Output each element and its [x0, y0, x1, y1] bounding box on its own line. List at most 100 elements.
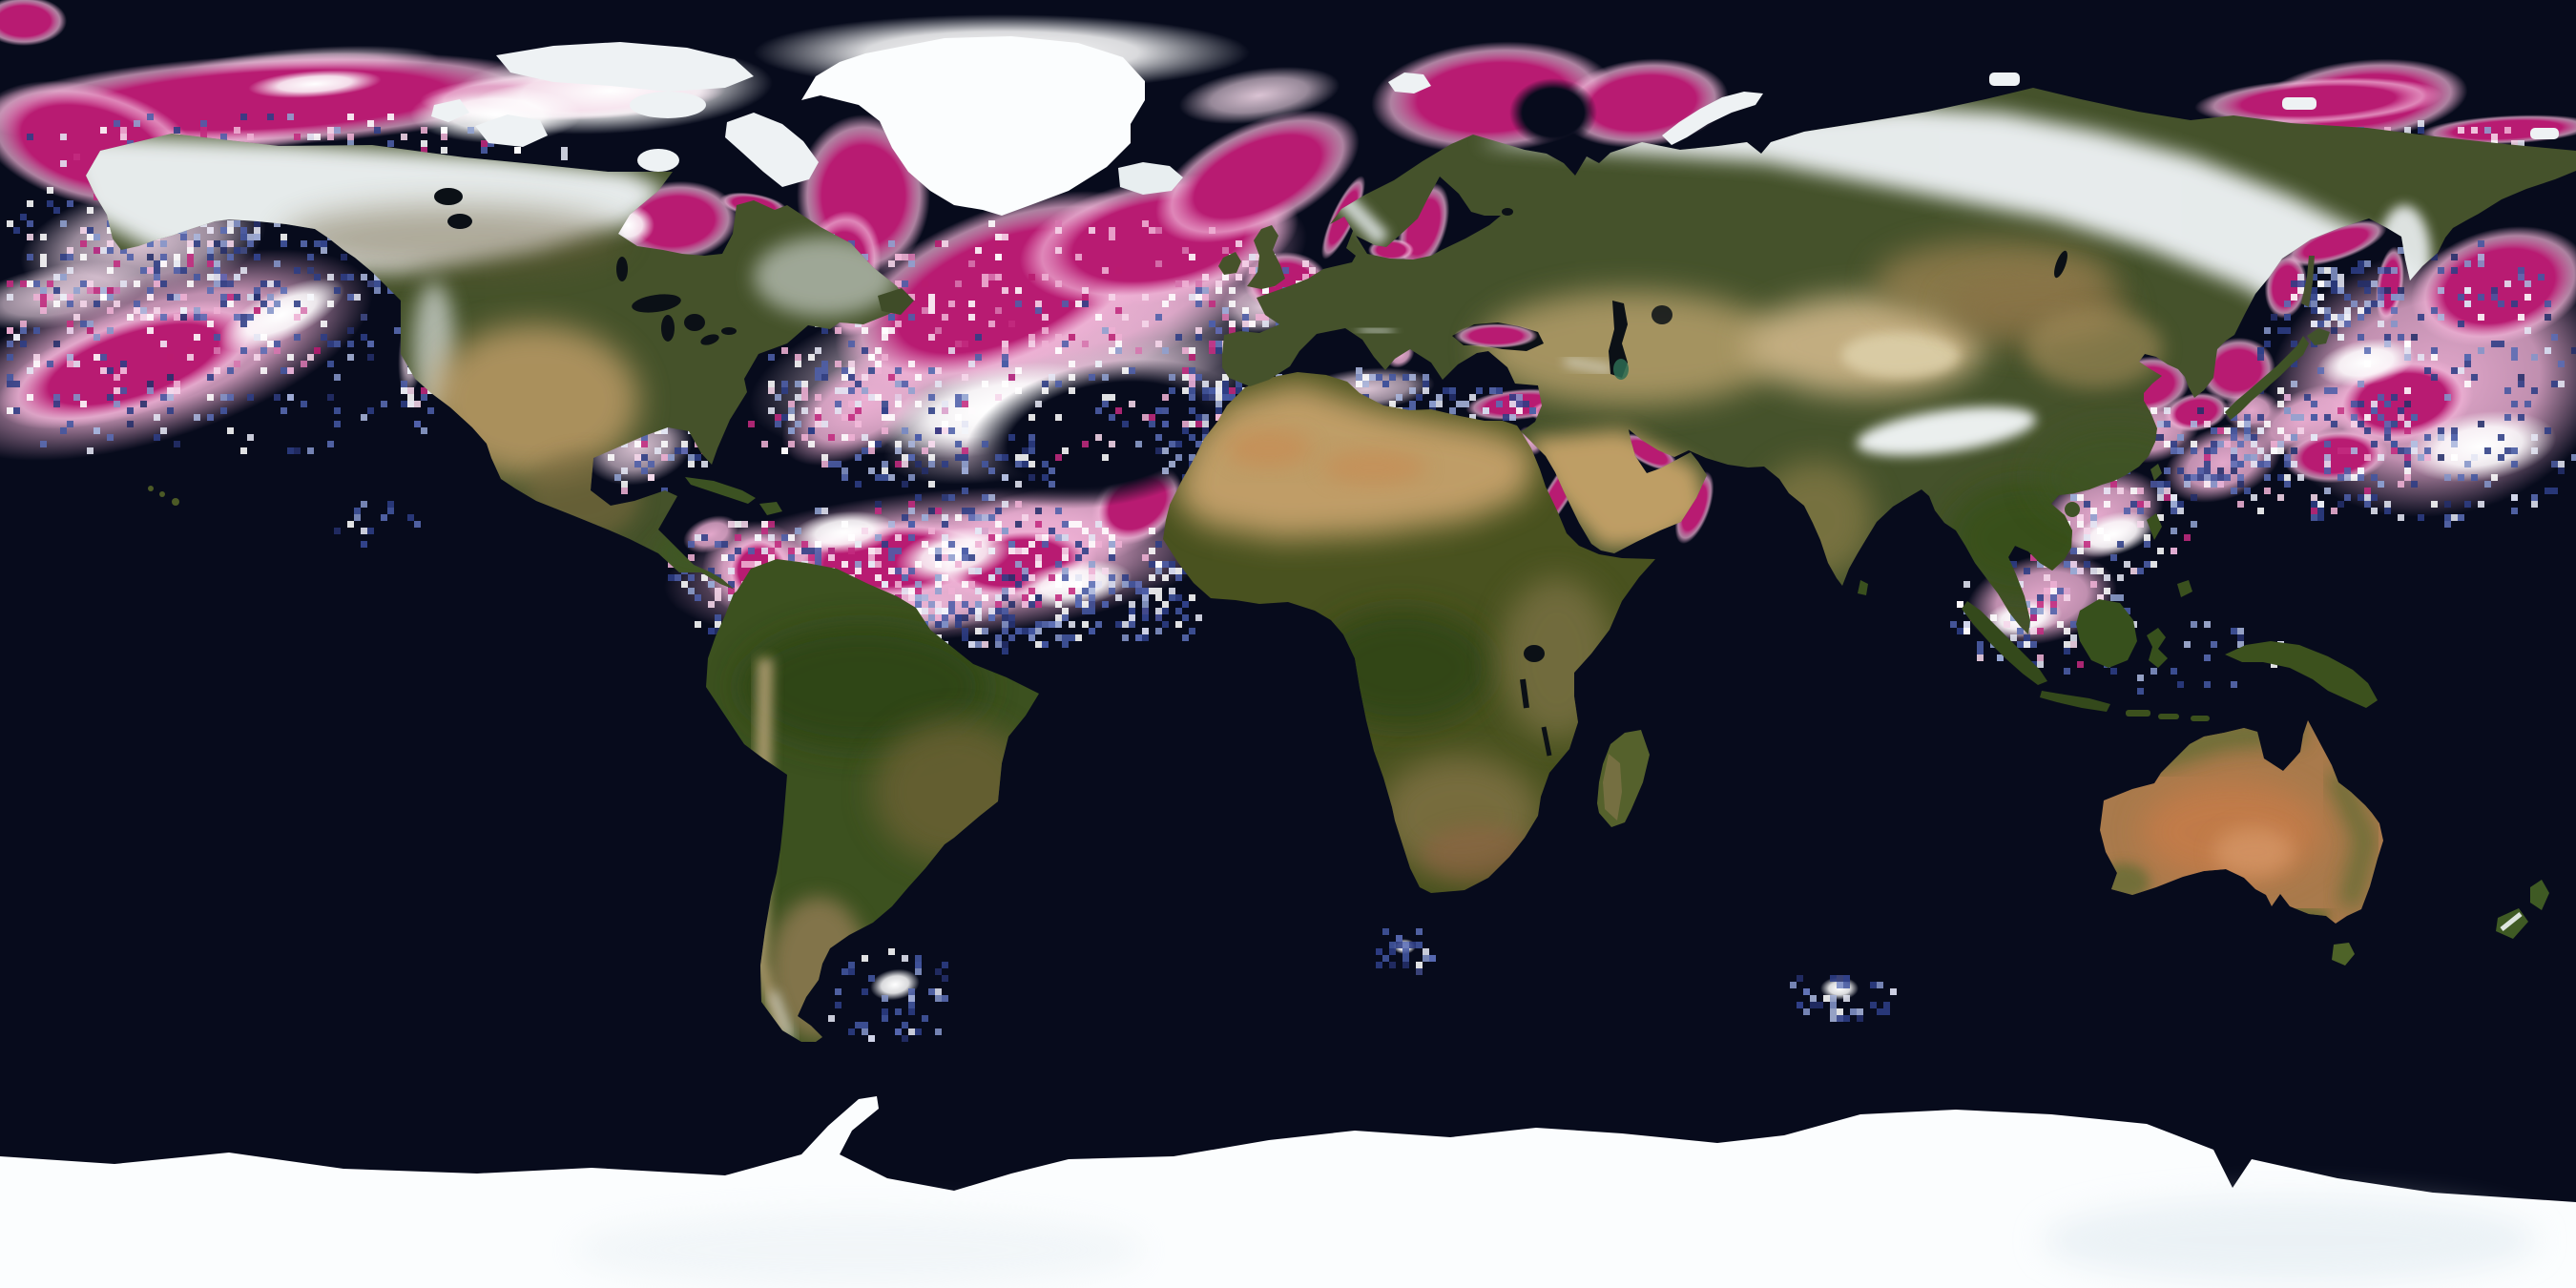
data-cell	[240, 347, 247, 354]
data-cell	[2471, 474, 2478, 481]
data-cell	[187, 247, 194, 254]
island-sumatra	[1962, 601, 2047, 685]
islands-queen-elizabeth	[496, 42, 754, 92]
data-cell	[695, 534, 701, 541]
data-cell	[321, 240, 327, 247]
data-cell	[1162, 301, 1169, 307]
data-cell	[2311, 307, 2317, 314]
data-cell	[87, 447, 93, 454]
data-cell	[1122, 634, 1129, 641]
data-cell	[908, 314, 915, 321]
data-cell	[1429, 955, 1436, 962]
data-cell	[788, 554, 795, 561]
data-cell	[862, 374, 868, 381]
data-cell	[1456, 401, 1463, 407]
data-cell	[2478, 260, 2484, 267]
data-cell	[1262, 287, 1269, 294]
data-cell	[1035, 534, 1042, 541]
data-cell	[641, 441, 648, 447]
data-cell	[1182, 387, 1189, 394]
data-cell	[848, 374, 855, 381]
data-cell	[1115, 347, 1122, 354]
data-cell	[975, 354, 982, 361]
data-cell	[67, 327, 73, 334]
data-cell	[2518, 267, 2524, 274]
data-cell	[93, 234, 100, 240]
data-cell	[1062, 341, 1069, 347]
data-cell	[1069, 621, 1075, 628]
data-cell	[948, 494, 955, 501]
data-cell	[788, 407, 795, 414]
data-cell	[180, 294, 187, 301]
data-cell	[2137, 688, 2144, 695]
data-cell	[862, 387, 868, 394]
data-cell	[1102, 327, 1109, 334]
data-cell	[187, 240, 194, 247]
data-cell	[2424, 447, 2431, 454]
data-cell	[1089, 581, 1095, 588]
data-cell	[214, 347, 220, 354]
data-cell	[955, 514, 962, 521]
data-cell	[1109, 574, 1115, 581]
data-cell	[2431, 374, 2438, 381]
data-cell	[1195, 334, 1202, 341]
data-cell	[1028, 474, 1035, 481]
data-cell	[1215, 407, 1222, 414]
data-cell	[1115, 341, 1122, 347]
data-cell	[2191, 474, 2197, 481]
data-cell	[2097, 528, 2104, 534]
data-cell	[2030, 554, 2037, 561]
data-cell	[2004, 621, 2010, 628]
data-cell	[2337, 274, 2344, 280]
data-cell	[895, 581, 902, 588]
data-cell	[7, 220, 13, 227]
data-cell	[1042, 541, 1049, 548]
data-cell	[942, 314, 948, 321]
data-cell	[935, 508, 942, 514]
data-cell	[67, 294, 73, 301]
data-cell	[2364, 454, 2371, 461]
data-cell	[120, 127, 127, 134]
data-cell	[661, 454, 668, 461]
data-cell	[835, 407, 841, 414]
data-cell	[2191, 621, 2197, 628]
data-cell	[908, 361, 915, 367]
data-cell	[2251, 434, 2257, 441]
data-cell	[908, 534, 915, 541]
data-cell	[1162, 561, 1169, 568]
data-cell	[935, 327, 942, 334]
data-cell	[214, 334, 220, 341]
data-cell	[2358, 381, 2364, 387]
data-cell	[902, 588, 908, 594]
data-cell	[1002, 608, 1008, 614]
data-cell	[2424, 454, 2431, 461]
data-cell	[40, 301, 47, 307]
data-cell	[1529, 407, 1536, 414]
data-cell	[33, 327, 40, 334]
data-cell	[962, 614, 968, 621]
data-cell	[1109, 441, 1115, 447]
data-cell	[80, 401, 87, 407]
data-cell	[2398, 481, 2404, 488]
data-cell	[334, 407, 341, 414]
data-cell	[2044, 588, 2050, 594]
data-cell	[2438, 314, 2444, 321]
data-cell	[67, 354, 73, 361]
data-cell	[2358, 467, 2364, 474]
data-cell	[1402, 374, 1409, 381]
data-cell	[20, 280, 27, 287]
data-cell	[1990, 614, 1997, 621]
data-cell	[841, 467, 848, 474]
data-cell	[868, 561, 875, 568]
data-cell	[968, 361, 975, 367]
data-cell	[2070, 494, 2077, 501]
data-cell	[1008, 574, 1015, 581]
data-cell	[2084, 534, 2090, 541]
data-cell	[614, 474, 621, 481]
data-cell	[988, 614, 995, 621]
data-cell	[1195, 327, 1202, 334]
data-cell	[2257, 414, 2264, 421]
data-cell	[928, 441, 935, 447]
data-cell	[2311, 287, 2317, 294]
data-cell	[301, 361, 307, 367]
